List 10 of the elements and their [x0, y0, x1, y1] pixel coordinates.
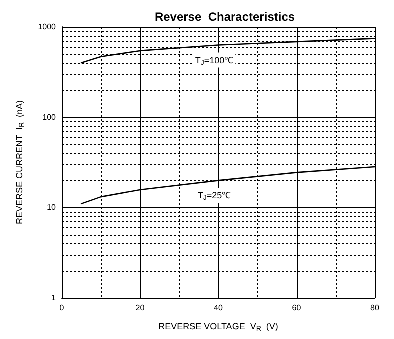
x-tick-label: 40 [214, 304, 224, 312]
x-tick-label: 20 [136, 304, 146, 312]
x-tick-label: 0 [60, 304, 65, 312]
chart-title: Reverse Characteristics [154, 10, 296, 24]
y-tick-label: 10 [47, 203, 57, 212]
x-tick-label: 60 [292, 304, 302, 312]
y-tick-label: 1 [52, 294, 57, 302]
y-tick-label: 1000 [38, 22, 57, 32]
y-tick-label: 100 [42, 112, 57, 122]
x-tick-label: 80 [370, 304, 380, 312]
